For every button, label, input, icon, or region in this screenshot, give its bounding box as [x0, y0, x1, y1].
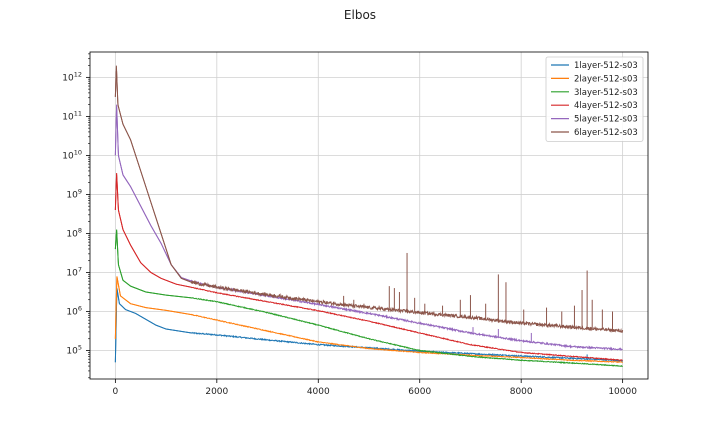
series-line-2layer-512-s03 [114, 276, 623, 364]
legend-label-6layer-512-s03: 6layer-512-s03 [574, 128, 638, 138]
series-line-3layer-512-s03 [114, 230, 623, 368]
x-tick-label: 6000 [408, 387, 431, 397]
series-layer [114, 65, 624, 368]
y-tick-label: 1012 [62, 70, 82, 83]
x-tick-label: 0 [112, 387, 118, 397]
x-tick-label: 8000 [510, 387, 533, 397]
plot-frame [89, 51, 649, 380]
series-line-1layer-512-s03 [114, 288, 624, 363]
x-tick-label: 10000 [608, 387, 637, 397]
grid [90, 52, 648, 379]
y-tick-label: 108 [66, 226, 82, 239]
x-tick-label: 2000 [205, 387, 228, 397]
legend-label-3layer-512-s03: 3layer-512-s03 [574, 88, 638, 98]
y-tick-label: 107 [66, 265, 82, 278]
series-line-4layer-512-s03 [114, 174, 623, 362]
legend-label-4layer-512-s03: 4layer-512-s03 [574, 101, 638, 111]
y-tick-label: 109 [66, 187, 82, 200]
series-line-6layer-512-s03 [114, 70, 624, 333]
y-tick-label: 1011 [62, 109, 82, 122]
legend: 1layer-512-s03 2layer-512-s03 3layer-512-s… [545, 56, 644, 142]
x-tick-label: 4000 [307, 387, 330, 397]
legend-label-2layer-512-s03: 2layer-512-s03 [574, 74, 638, 84]
legend-label-1layer-512-s03: 1layer-512-s03 [574, 61, 638, 71]
legend-label-5layer-512-s03: 5layer-512-s03 [574, 115, 638, 125]
y-tick-label: 105 [66, 344, 82, 357]
y-tick-label: 106 [66, 304, 82, 317]
chart-title: Elbos [344, 8, 376, 22]
legend-box [545, 56, 644, 142]
y-tick-label: 1010 [62, 148, 82, 161]
y-axis: 105 106 107 108 109 1010 1011 1012 [62, 53, 90, 379]
x-axis: 0 2000 4000 6000 8000 10000 [112, 379, 637, 397]
